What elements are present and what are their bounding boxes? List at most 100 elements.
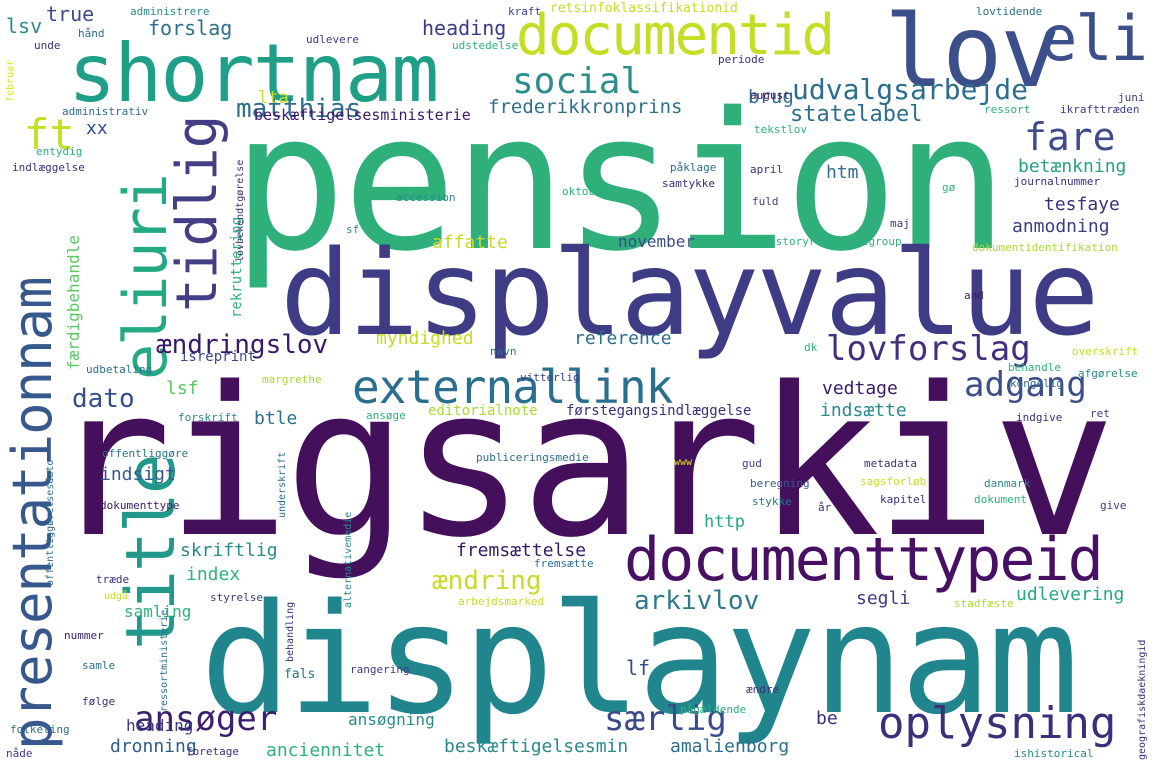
- word-haand: hånd: [78, 27, 105, 40]
- word-lov: lov: [884, 0, 1061, 110]
- word-ikrafttraeden: ikrafttræden: [1060, 103, 1140, 116]
- word-folketing: folketing: [10, 723, 70, 736]
- word-offentliggoerelsesdato: offentliggørelsesdato: [45, 459, 56, 586]
- word-nummer: nummer: [64, 629, 104, 642]
- word-dokumentidentifikation: dokumentidentifikation: [972, 241, 1118, 254]
- word-betaenkning: betænkning: [1018, 156, 1127, 177]
- word-aendringslov: ændringslov: [156, 330, 329, 360]
- word-sf: sf: [346, 223, 360, 236]
- word-margrethe: margrethe: [262, 373, 322, 386]
- word-metadata: metadata: [864, 457, 917, 470]
- word-gud: gud: [742, 457, 762, 470]
- word-ishistorical: ishistorical: [1014, 747, 1094, 760]
- word-samling: samling: [124, 602, 192, 621]
- word-foretage: foretage: [186, 745, 239, 758]
- word-ressort: ressort: [984, 103, 1031, 116]
- word-lovbekendtgoerelse: lovbekendtgørelse: [235, 159, 246, 262]
- word-dronning: dronning: [110, 736, 197, 757]
- word-myndighed: myndighed: [376, 328, 474, 349]
- word-social: social: [512, 61, 643, 102]
- word-saerlig: særlig: [604, 699, 727, 739]
- word-udlevering: udlevering: [1016, 584, 1125, 605]
- word-udbetaling: udbetaling: [86, 363, 153, 376]
- word-lovtidende: lovtidende: [976, 5, 1043, 18]
- word-retsinfoklassifikationid: retsinfoklassifikationid: [550, 1, 738, 16]
- word-arkivlov: arkivlov: [634, 586, 760, 616]
- word-offentliggore: offentliggøre: [102, 447, 189, 460]
- word-amalienborg: amalienborg: [670, 736, 790, 757]
- word-samle: samle: [82, 659, 116, 672]
- word-kongelig: kongelig: [1010, 377, 1063, 390]
- word-unde: unde: [34, 39, 61, 52]
- word-ansoegning: ansøgning: [348, 710, 435, 729]
- word-editorialnote: editorialnote: [428, 403, 538, 419]
- word-pension: pension: [232, 72, 1009, 293]
- word-aendre: ændre: [746, 683, 780, 696]
- word-displaynam: displaynam: [200, 571, 1079, 748]
- word-forskrift: forskrift: [178, 411, 238, 424]
- word-journalnummer: journalnummer: [1014, 175, 1101, 188]
- word-lsf: lsf: [166, 378, 199, 399]
- word-adgang: adgang: [964, 365, 1087, 405]
- word-isreprint: isreprint: [180, 349, 256, 365]
- word-geografiskdaekningid: geografiskdaekningid: [1137, 639, 1148, 760]
- word-udstedelse: udstedelse: [452, 39, 519, 52]
- word-juni: juni: [1118, 91, 1145, 104]
- word-give: give: [1100, 499, 1127, 512]
- word-vitterlig: vitterlig: [520, 371, 580, 384]
- word-htm: htm: [826, 162, 859, 183]
- word-true: true: [46, 2, 95, 26]
- word-lf: lf: [626, 656, 651, 680]
- word-dato: dato: [72, 384, 135, 414]
- word-www: www: [674, 457, 693, 468]
- word-paagaeldende: pågældende: [680, 703, 747, 716]
- word-http: http: [704, 512, 745, 532]
- word-anciennitet: anciennitet: [266, 740, 386, 761]
- word-ansoger: ansøger: [134, 699, 278, 739]
- word-overskrift: overskrift: [1072, 345, 1139, 358]
- word-administrativ: administrativ: [62, 105, 149, 118]
- word-kraft: kraft: [508, 5, 542, 18]
- word-april: april: [750, 163, 784, 176]
- word-beregning: beregning: [750, 477, 810, 490]
- word-sagsforloeb: sagsforløb: [860, 475, 927, 488]
- word-be: be: [816, 708, 838, 729]
- word-accession: accession: [396, 191, 456, 204]
- word-beskaeftigelsesmin: beskæftigelsesmin: [444, 736, 629, 757]
- word-xx: xx: [86, 118, 108, 139]
- word-tekstlov: tekstlov: [754, 123, 807, 136]
- word-underskrift: underskrift: [277, 451, 288, 518]
- word-behandle: behandle: [1008, 361, 1061, 374]
- word-displayvalue: displayvalue: [280, 224, 1100, 362]
- word-indgive: indgive: [1016, 411, 1063, 424]
- word-udgaa: udgå: [104, 591, 129, 602]
- word-eli: eli: [1040, 2, 1148, 75]
- word-shortnam: shortnam: [68, 27, 439, 120]
- word-aar: år: [818, 501, 832, 514]
- word-aendring: ændring: [432, 566, 542, 596]
- word-dk: dk: [804, 341, 818, 354]
- word-alternativemedie: alternativemedie: [343, 511, 354, 608]
- word-faerdigbehandle: færdigbehandle: [64, 235, 83, 370]
- word-tidlig: tidlig: [165, 115, 230, 312]
- word-indsigt: indsigt: [100, 464, 176, 485]
- word-forslag: forslag: [148, 16, 233, 40]
- word-casehistoryreferencegroup: casehistoryreferencegroup: [736, 235, 902, 248]
- word-fremsaette: fremsætte: [534, 557, 594, 570]
- word-stykke: stykke: [752, 495, 792, 508]
- word-indlaeggelse: indlæggelse: [12, 161, 85, 174]
- word-indsaette: indsætte: [820, 400, 907, 421]
- word-danmark: danmark: [984, 477, 1031, 490]
- word-november: november: [618, 232, 696, 251]
- word-arbejdsmarked: arbejdsmarked: [458, 595, 545, 608]
- word-statelabel: statelabel: [790, 102, 923, 127]
- word-administrere: administrere: [130, 5, 210, 18]
- word-publiceringsmedie: publiceringsmedie: [476, 451, 589, 464]
- word-lovforslag: lovforslag: [826, 329, 1031, 369]
- word-oplysning: oplysning: [878, 698, 1117, 749]
- word-btle: btle: [254, 408, 298, 429]
- word-dokumenttype: dokumenttype: [100, 499, 180, 512]
- word-documentid: documentid: [516, 3, 835, 68]
- word-periode: periode: [718, 53, 765, 66]
- word-ressortministerie: ressortministerie: [159, 609, 170, 712]
